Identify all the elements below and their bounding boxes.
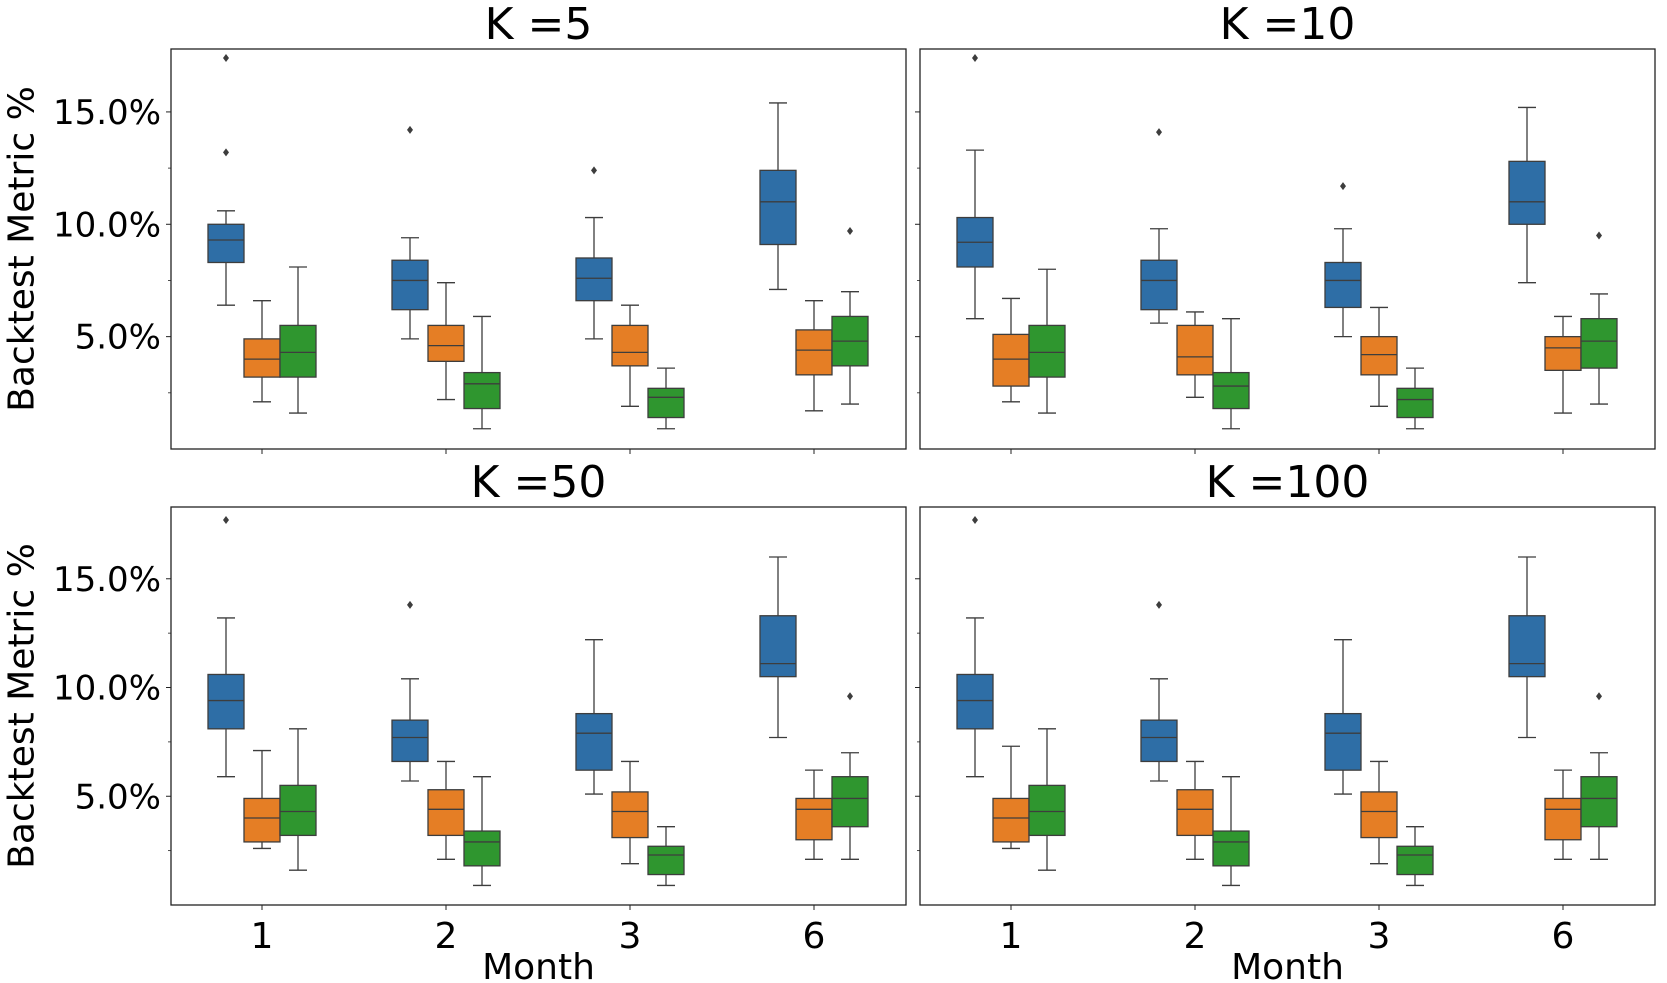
box-k3-s1-m4 (759, 615, 797, 678)
box-k2-s2-m3 (1360, 335, 1398, 376)
y-tick-label: 10.0% (53, 669, 161, 709)
box-k4-s3-m2 (1212, 830, 1250, 867)
box-k2-s2-m2 (1176, 324, 1214, 376)
box-k2-s3-m1 (1028, 324, 1066, 378)
box-k2-s1-m3 (1324, 261, 1362, 309)
box-k3-s3-m4-outlier (847, 692, 853, 701)
box-k1-s2-m2 (427, 324, 465, 363)
panel-title: K =50 (471, 457, 607, 508)
box-k1-s3-m4-outlier (847, 227, 853, 236)
x-tick-label: 3 (1368, 916, 1391, 957)
box-k4-s1-m4 (1508, 615, 1546, 678)
y-tick-label: 5.0% (75, 777, 161, 817)
x-tick-label: 2 (435, 916, 458, 957)
y-tick-label: 10.0% (53, 205, 161, 245)
box-k1-s2-m1 (243, 338, 281, 378)
y-axis-label: Backtest Metric % (2, 543, 43, 869)
box-k4-s2-m4 (1544, 797, 1582, 841)
box-k2-s2-m4 (1544, 335, 1582, 371)
y-axis-label: Backtest Metric % (2, 86, 43, 412)
plot-area-1 (170, 48, 907, 450)
box-k4-s1-m2 (1140, 719, 1178, 763)
box-k4-s2-m1 (992, 797, 1030, 843)
box-k1-s2-m3 (611, 324, 649, 367)
x-tick-label: 6 (1552, 916, 1575, 957)
box-k3-s2-m1 (243, 797, 281, 843)
box-k1-s1-m1-outlier (223, 53, 229, 62)
box-k2-s1-m1-outlier (972, 53, 978, 62)
box-k4-s1-m3 (1324, 712, 1362, 771)
box-k4-s1-m1 (956, 673, 994, 730)
box-k1-s1-m3 (575, 257, 613, 302)
plot-area-3 (170, 506, 907, 906)
box-k1-s1-m2 (391, 259, 429, 311)
box-k3-s3-m3 (647, 845, 685, 876)
box-k4-s1-m1-outlier (972, 516, 978, 525)
box-k4-s3-m4-outlier (1596, 692, 1602, 701)
box-k2-s3-m4-outlier (1596, 231, 1602, 240)
box-k2-s1-m3-outlier (1340, 182, 1346, 191)
panel-title: K =5 (485, 0, 593, 50)
box-k3-s1-m2-outlier (407, 600, 413, 609)
box-k1-s1-m2-outlier (407, 125, 413, 134)
box-k4-s3-m1 (1028, 784, 1066, 837)
box-k1-s1-m1 (207, 223, 245, 264)
box-k2-s1-m2-outlier (1156, 128, 1162, 137)
plot-area-2 (919, 48, 1656, 450)
panel-title: K =10 (1220, 0, 1356, 50)
x-axis-label: Month (482, 947, 595, 983)
box-k3-s2-m3 (611, 791, 649, 839)
box-k4-s3-m4 (1580, 776, 1618, 828)
box-k2-s1-m4 (1508, 160, 1546, 225)
box-k3-s2-m2 (427, 789, 465, 837)
panel-title: K =100 (1206, 457, 1370, 508)
y-tick-label: 15.0% (53, 560, 161, 600)
box-k1-s3-m2 (463, 371, 501, 410)
box-k3-s1-m1-outlier (223, 516, 229, 525)
x-tick-label: 2 (1184, 916, 1207, 957)
x-tick-label: 1 (1000, 916, 1023, 957)
box-k2-s3-m3 (1396, 387, 1434, 419)
x-tick-label: 1 (251, 916, 274, 957)
box-k3-s3-m1 (279, 784, 317, 837)
box-k4-s3-m3 (1396, 845, 1434, 876)
x-axis-label: Month (1231, 947, 1344, 983)
plot-area-4 (919, 506, 1656, 906)
box-k4-s2-m3 (1360, 791, 1398, 839)
y-tick-label: 5.0% (75, 318, 161, 358)
box-k1-s1-m4 (759, 169, 797, 246)
box-k3-s1-m3 (575, 712, 613, 771)
box-k4-s2-m2 (1176, 789, 1214, 837)
box-k3-s1-m2 (391, 719, 429, 763)
x-tick-label: 3 (619, 916, 642, 957)
box-k3-s3-m4 (831, 776, 869, 828)
box-k1-s3-m1 (279, 324, 317, 378)
box-k1-s3-m3 (647, 387, 685, 419)
box-k1-s1-m3-outlier (591, 166, 597, 175)
box-k2-s3-m2 (1212, 371, 1250, 410)
box-k1-s2-m4 (795, 329, 833, 376)
box-k3-s3-m2 (463, 830, 501, 867)
box-k2-s3-m4 (1580, 318, 1618, 369)
box-k4-s1-m2-outlier (1156, 600, 1162, 609)
box-k2-s2-m1 (992, 333, 1030, 387)
box-k3-s1-m1 (207, 673, 245, 730)
y-tick-label: 15.0% (53, 93, 161, 133)
box-k2-s1-m2 (1140, 259, 1178, 311)
box-k1-s1-m1-outlier (223, 148, 229, 157)
x-tick-label: 6 (803, 916, 826, 957)
box-k3-s2-m4 (795, 797, 833, 841)
